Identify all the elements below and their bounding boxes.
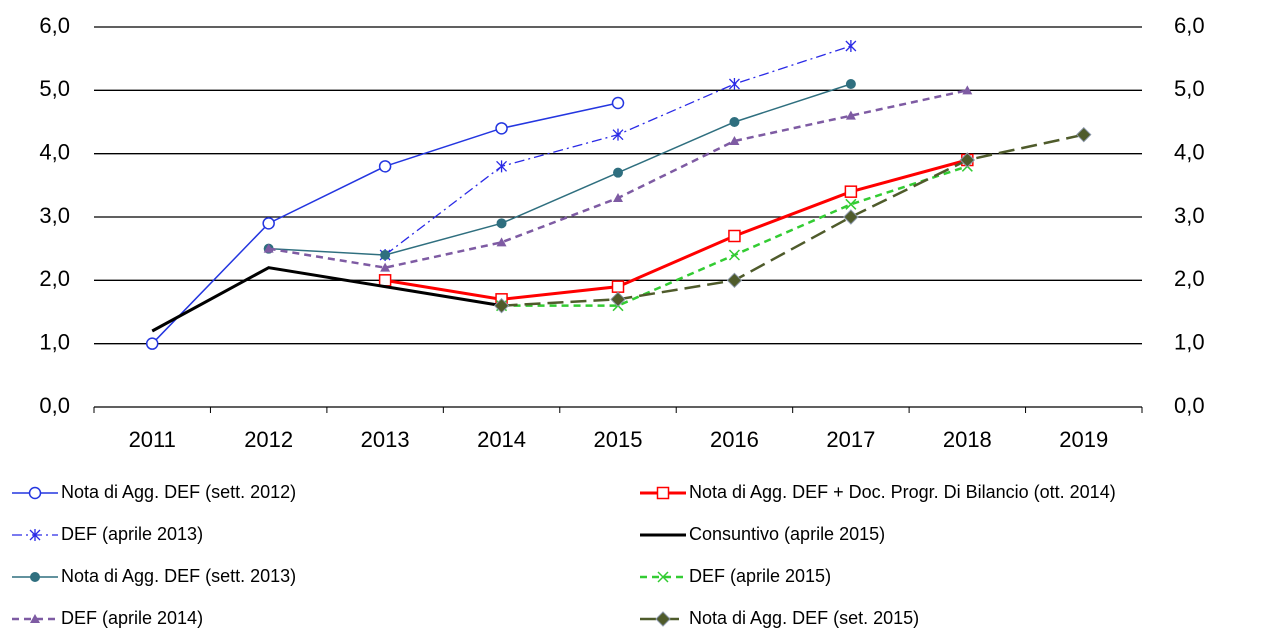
legend-label: Nota di Agg. DEF + Doc. Progr. Di Bilanc… xyxy=(689,482,1116,502)
y2-tick-label: 2,0 xyxy=(1174,266,1205,291)
x-tick-label: 2015 xyxy=(594,427,643,452)
legend-label: Nota di Agg. DEF (sett. 2013) xyxy=(61,566,296,586)
x-tick-label: 2012 xyxy=(244,427,293,452)
data-point xyxy=(495,122,508,135)
legend-label: Nota di Agg. DEF (sett. 2012) xyxy=(61,482,296,502)
legend-marker xyxy=(30,572,40,582)
data-point xyxy=(959,152,976,168)
data-point xyxy=(262,217,275,230)
data-point xyxy=(378,160,392,173)
data-point xyxy=(496,237,507,247)
series-line xyxy=(151,266,502,333)
data-point xyxy=(845,198,857,210)
legend-marker xyxy=(655,611,671,627)
legend-label: DEF (aprile 2015) xyxy=(689,566,831,586)
series-line xyxy=(501,133,1085,307)
data-point xyxy=(962,85,973,95)
legend-label: DEF (aprile 2013) xyxy=(61,524,203,544)
data-point xyxy=(263,243,274,253)
data-point xyxy=(378,274,392,287)
y2-tick-label: 1,0 xyxy=(1174,329,1205,354)
data-point xyxy=(496,218,507,229)
legend-label: Consuntivo (aprile 2015) xyxy=(689,524,885,544)
data-point xyxy=(843,209,859,225)
data-point xyxy=(613,193,623,202)
x-tick-label: 2016 xyxy=(710,427,759,452)
data-point xyxy=(729,136,740,145)
y-tick-label: 5,0 xyxy=(39,76,70,101)
y2-tick-label: 4,0 xyxy=(1174,139,1205,164)
legend-label: DEF (aprile 2014) xyxy=(61,608,203,628)
x-tick-label: 2017 xyxy=(826,427,875,452)
y-tick-label: 2,0 xyxy=(39,266,70,291)
data-point xyxy=(729,117,740,127)
data-point xyxy=(610,291,626,308)
data-point xyxy=(845,40,857,52)
x-tick-label: 2013 xyxy=(361,427,410,452)
legend-marker xyxy=(29,529,41,541)
data-point xyxy=(145,337,159,350)
legend-label: Nota di Agg. DEF (set. 2015) xyxy=(689,608,919,628)
y-tick-label: 3,0 xyxy=(39,203,70,228)
data-point xyxy=(613,167,623,178)
y-tick-label: 1,0 xyxy=(39,329,70,354)
data-point xyxy=(611,280,625,293)
data-point xyxy=(1076,126,1092,143)
data-point xyxy=(496,160,508,173)
legend-marker xyxy=(657,571,669,583)
data-point xyxy=(380,250,391,260)
y2-tick-label: 3,0 xyxy=(1174,203,1205,228)
data-point xyxy=(844,185,858,198)
series-line xyxy=(384,158,968,301)
data-point xyxy=(493,297,510,314)
series-line xyxy=(384,45,852,256)
data-point xyxy=(728,78,740,90)
data-point xyxy=(380,262,391,272)
y2-tick-label: 6,0 xyxy=(1174,13,1205,38)
legend-marker xyxy=(30,614,40,623)
data-point xyxy=(611,96,625,110)
series-line xyxy=(268,83,852,256)
data-point xyxy=(728,229,741,243)
y-tick-label: 4,0 xyxy=(39,139,70,164)
x-tick-label: 2011 xyxy=(129,427,176,452)
x-tick-label: 2019 xyxy=(1059,427,1108,452)
data-point xyxy=(845,110,856,120)
series-line xyxy=(268,89,968,269)
data-point xyxy=(845,79,856,89)
series-line xyxy=(151,102,619,345)
data-point xyxy=(726,272,743,289)
data-point xyxy=(612,128,624,141)
y-tick-label: 0,0 xyxy=(39,393,70,418)
x-tick-label: 2018 xyxy=(943,427,992,452)
data-point xyxy=(728,249,740,261)
y2-tick-label: 5,0 xyxy=(1174,76,1205,101)
x-tick-label: 2014 xyxy=(477,427,526,452)
legend-marker xyxy=(28,486,42,500)
legend-marker xyxy=(656,486,670,500)
y2-tick-label: 0,0 xyxy=(1174,393,1205,418)
y-tick-label: 6,0 xyxy=(39,13,70,38)
